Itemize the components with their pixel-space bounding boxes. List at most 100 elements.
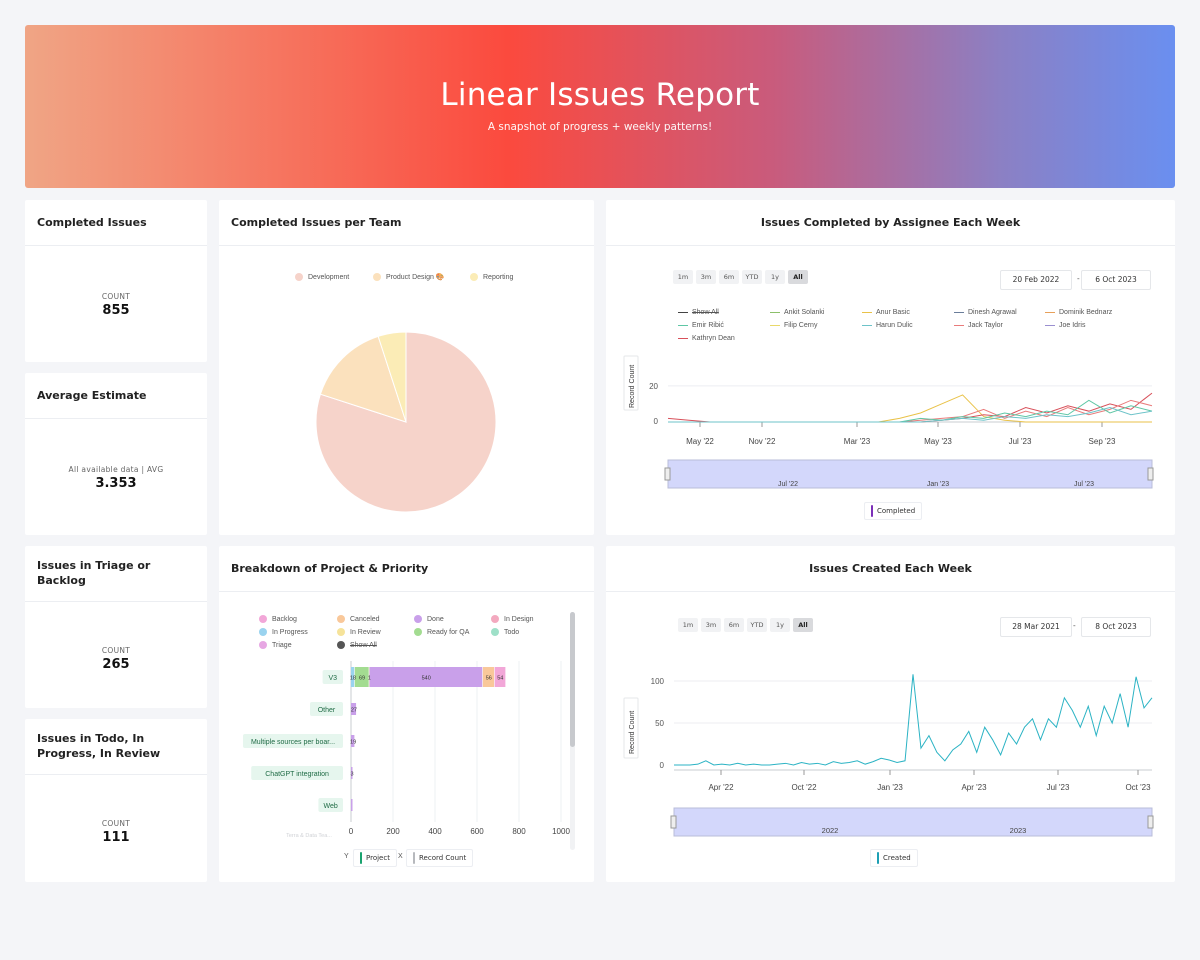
range-button-all[interactable]: All (788, 270, 808, 284)
kpi-label: COUNT (101, 646, 131, 655)
range-button-1m[interactable]: 1m (678, 618, 698, 632)
project-label-bg (251, 766, 343, 780)
range-button-1y[interactable]: 1y (770, 618, 790, 632)
range-button-6m[interactable]: 6m (719, 270, 739, 284)
date-to-input[interactable]: 8 Oct 2023 (1081, 617, 1151, 637)
navigator-tick-label: Jul '22 (778, 481, 798, 488)
team-pie-card: Completed Issues per Team Development Pr… (219, 200, 594, 535)
created-weekly-card: Issues Created Each Week 1m 3m 6m YTD 1y All … (606, 546, 1175, 882)
legend-label: Ready for QA (427, 628, 470, 636)
legend-item[interactable]: In Review (337, 628, 381, 636)
project-label: Web (324, 803, 338, 810)
y-tick-label: 20 (649, 382, 658, 391)
bar-value-label: 54 (497, 676, 503, 682)
x-tick-label: 0 (349, 827, 354, 836)
bar-segment (351, 667, 355, 687)
x-tick-label: 400 (428, 827, 442, 836)
legend-label: Emir Ribić (692, 322, 724, 329)
project-label: Multiple sources per boar... (251, 739, 335, 746)
y-tick-label: 100 (651, 677, 665, 686)
legend-item[interactable]: Dinesh Agrawal (954, 309, 1017, 316)
legend-item[interactable]: Todo (491, 628, 519, 636)
navigator-handle-right (1147, 467, 1154, 481)
bar-value-label: 27 (351, 708, 357, 714)
legend-dot (337, 628, 345, 636)
range-button-1m[interactable]: 1m (673, 270, 693, 284)
date-from-input[interactable]: 28 Mar 2021 (1000, 617, 1072, 637)
legend-item[interactable]: Triage (259, 641, 292, 649)
legend-item[interactable]: Filip Cerny (770, 322, 817, 329)
range-button-3m[interactable]: 3m (701, 618, 721, 632)
legend-line (862, 325, 872, 326)
legend-item[interactable]: Anur Basic (862, 309, 910, 316)
navigator-tick-label: Jul '23 (1074, 481, 1094, 488)
range-button-ytd[interactable]: YTD (742, 270, 762, 284)
series-chip-created[interactable]: Created (870, 849, 918, 867)
date-from-input[interactable]: 20 Feb 2022 (1000, 270, 1072, 290)
y-tick-label: 0 (654, 417, 659, 426)
x-tick-label: 200 (386, 827, 400, 836)
legend-item[interactable]: Joe Idris (1045, 322, 1085, 329)
created-line-chart: 100 50 0 Record Count Apr '22 Oct '22 Jan '23 A… (623, 674, 1154, 837)
x-axis-field-chip[interactable]: Record Count (406, 849, 474, 867)
bar-segment (482, 667, 495, 687)
legend-item[interactable]: In Design (491, 615, 534, 623)
legend-label: Todo (504, 628, 520, 636)
legend-item[interactable]: Kathryn Dean (678, 335, 735, 342)
legend-item[interactable]: Show All (678, 309, 719, 316)
card-title: Average Estimate (25, 373, 207, 419)
project-label-bg (243, 734, 343, 748)
series-line (668, 399, 1153, 423)
bar-value-label: 3 (351, 772, 354, 778)
card-title: Completed Issues (25, 200, 207, 246)
date-separator: - (1077, 274, 1080, 283)
project-label-bg (318, 798, 343, 812)
pie-legend-product-design[interactable]: Product Design 🎨 (373, 273, 445, 281)
date-separator: - (1073, 621, 1076, 630)
legend-item[interactable]: Dominik Bednarz (1045, 309, 1112, 316)
legend-item[interactable]: Ankit Solanki (770, 309, 824, 316)
series-line (668, 407, 1153, 423)
y-axis-label-box (623, 355, 639, 411)
legend-label: Joe Idris (1059, 322, 1086, 329)
card-title: Issues Completed by Assignee Each Week (606, 200, 1175, 246)
legend-line (770, 312, 780, 313)
legend-item[interactable]: Ready for QA (414, 628, 469, 636)
legend-dot (259, 628, 267, 636)
y-axis-field-chip[interactable]: Project (353, 849, 397, 867)
range-button-6m[interactable]: 6m (724, 618, 744, 632)
x-tick-label: May '22 (686, 437, 714, 446)
todo-progress-review-card: Issues in Todo, In Progress, In Review C… (25, 719, 207, 882)
legend-item[interactable]: Backlog (259, 615, 297, 623)
pie-legend-reporting[interactable]: Reporting (470, 273, 513, 281)
range-button-ytd[interactable]: YTD (747, 618, 767, 632)
navigator-tick-label: 2022 (822, 826, 839, 835)
kpi-label: All available data | AVG (68, 465, 164, 474)
legend-label: In Design (504, 615, 534, 623)
legend-item[interactable]: Show All (337, 641, 377, 649)
legend-item[interactable]: Emir Ribić (678, 322, 724, 329)
legend-item[interactable]: Canceled (337, 615, 380, 623)
team-pie-chart (315, 331, 497, 513)
x-tick-label: 1000 (552, 827, 570, 836)
date-to-input[interactable]: 6 Oct 2023 (1081, 270, 1151, 290)
triage-backlog-card: Issues in Triage or Backlog COUNT 265 (25, 546, 207, 708)
scrollbar-thumb[interactable] (570, 612, 575, 747)
legend-dot (414, 615, 422, 623)
legend-line (678, 325, 688, 326)
card-title: Completed Issues per Team (219, 200, 594, 246)
legend-item[interactable]: Jack Taylor (954, 322, 1003, 329)
series-chip-completed[interactable]: Completed (864, 502, 923, 520)
pie-legend-development[interactable]: Development (295, 273, 349, 281)
range-button-1y[interactable]: 1y (765, 270, 785, 284)
legend-item[interactable]: Harun Dulic (862, 322, 913, 329)
navigator-window (667, 459, 1153, 489)
range-button-3m[interactable]: 3m (696, 270, 716, 284)
legend-item[interactable]: In Progress (259, 628, 308, 636)
legend-item[interactable]: Done (414, 615, 444, 623)
bar-value-label: 69 (359, 676, 365, 682)
range-button-all[interactable]: All (793, 618, 813, 632)
chip-label: Completed (877, 507, 916, 515)
project-label: V3 (329, 675, 338, 682)
scrollbar-track[interactable] (570, 612, 575, 850)
